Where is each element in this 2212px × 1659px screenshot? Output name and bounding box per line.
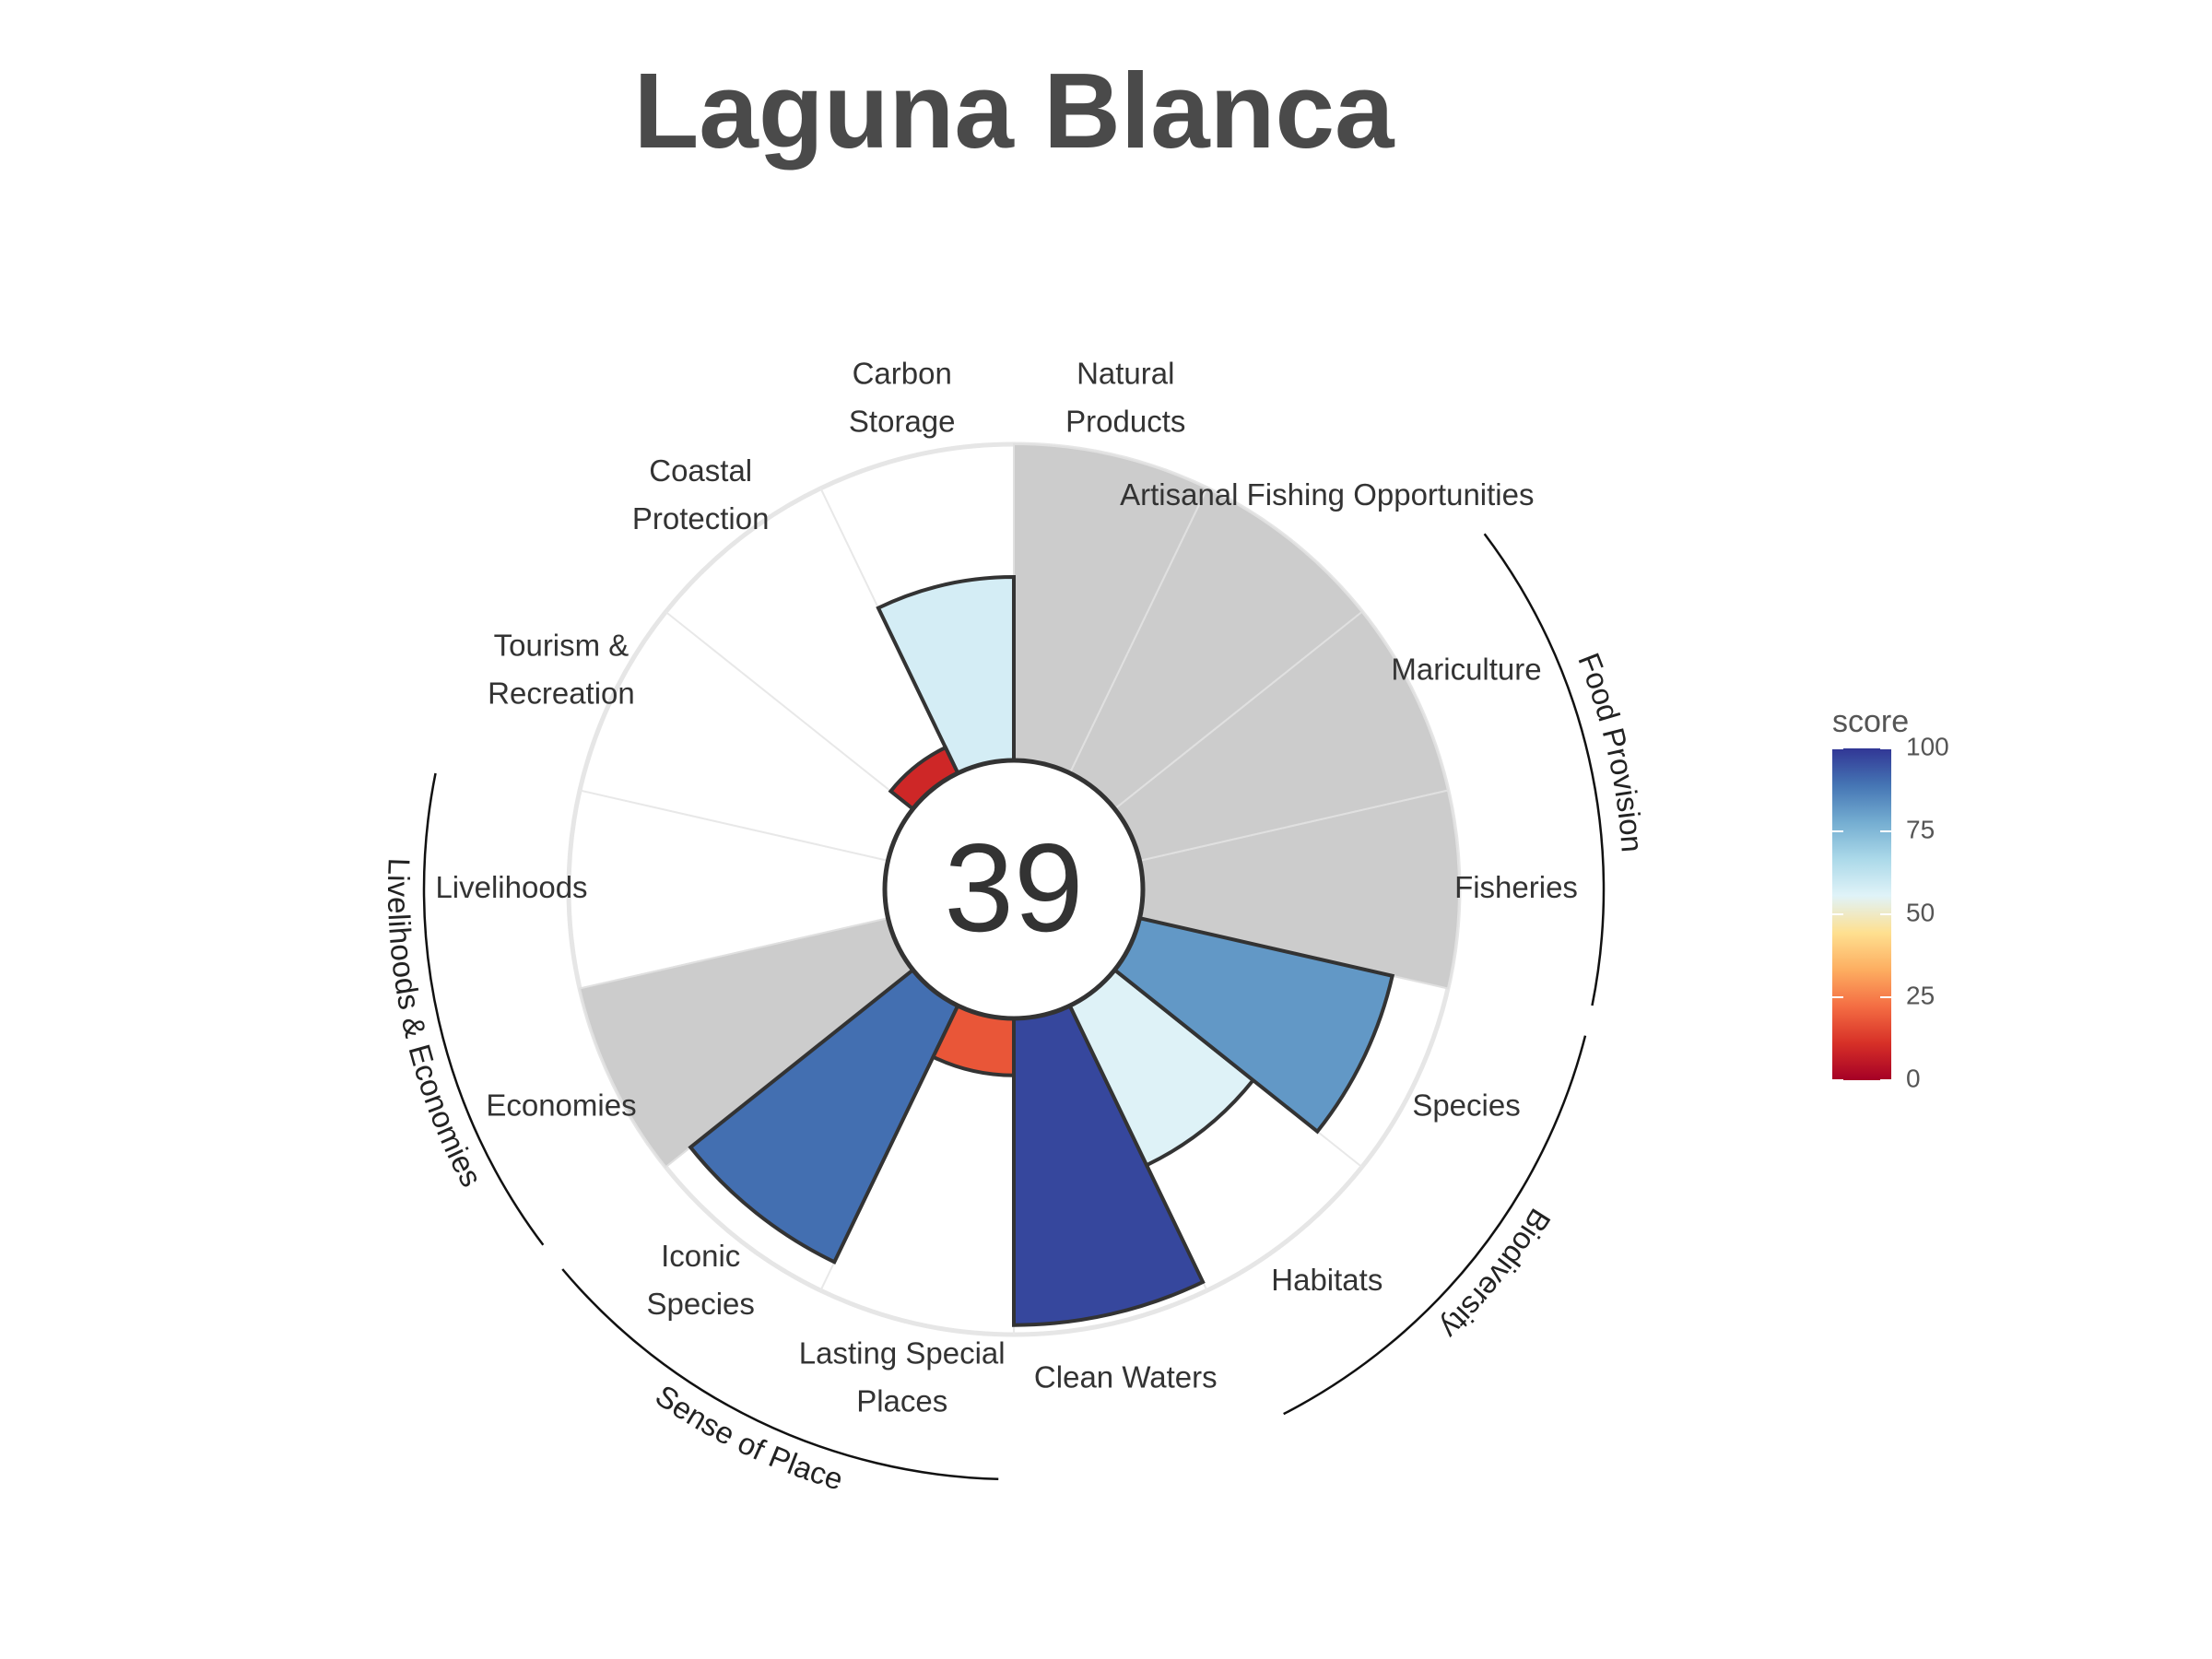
category-label-carbon-storage: Carbon Storage [849, 356, 956, 438]
bars [578, 442, 1460, 1327]
category-label-natural-products: Natural Products [1065, 356, 1185, 438]
center-score: 39 [944, 818, 1083, 958]
category-label-tourism-recreation: Tourism & Recreation [488, 628, 635, 710]
spoke-line [665, 611, 914, 810]
category-label-habitats: Habitats [1271, 1263, 1382, 1297]
category-label-iconic-species: Iconic Species [646, 1239, 754, 1321]
group-arc-livelihoods-economies [422, 772, 545, 1246]
category-labels: Fisheries Mariculture Artisanal Fishing Op… [435, 356, 1578, 1418]
category-label-fisheries: Fisheries [1454, 870, 1578, 904]
category-label-artisanal-fishing-opportunities: Artisanal Fishing Opportunities [1120, 477, 1534, 512]
group-label-sense-of-place: Sense of Place [650, 1378, 847, 1497]
category-label-mariculture: Mariculture [1391, 652, 1541, 686]
legend-tick-label: 0 [1906, 1064, 1921, 1092]
bar-carbon-storage [876, 575, 1016, 776]
category-label-economies: Economies [486, 1088, 636, 1122]
category-label-species: Species [1412, 1088, 1520, 1122]
legend-tick-label: 75 [1906, 815, 1935, 843]
spoke-line [579, 789, 888, 862]
legend-tick-label: 100 [1906, 732, 1949, 760]
category-label-livelihoods: Livelihoods [435, 870, 587, 904]
group-label-food-provision: Food Provision [1571, 648, 1650, 853]
category-label-lasting-special-places: Lasting Special Places [799, 1335, 1006, 1418]
legend-tick-label: 25 [1906, 981, 1935, 1009]
group-arc-sense-of-place [561, 1268, 999, 1481]
chart-title: Laguna Blanca [633, 51, 1395, 171]
group-arc-food-provision [1483, 533, 1606, 1006]
legend-title: score [1832, 704, 1909, 739]
category-label-coastal-protection: Coastal Protection [632, 453, 770, 535]
group-label-livelihoods-economies: Livelihoods & Economies [382, 857, 488, 1192]
group-label-biodiversity: Biodiversity [1434, 1203, 1558, 1346]
category-label-clean-waters: Clean Waters [1034, 1359, 1218, 1394]
legend-tick-label: 50 [1906, 898, 1935, 926]
center-circle [882, 758, 1146, 1021]
group-arc-biodiversity [1283, 1035, 1587, 1416]
